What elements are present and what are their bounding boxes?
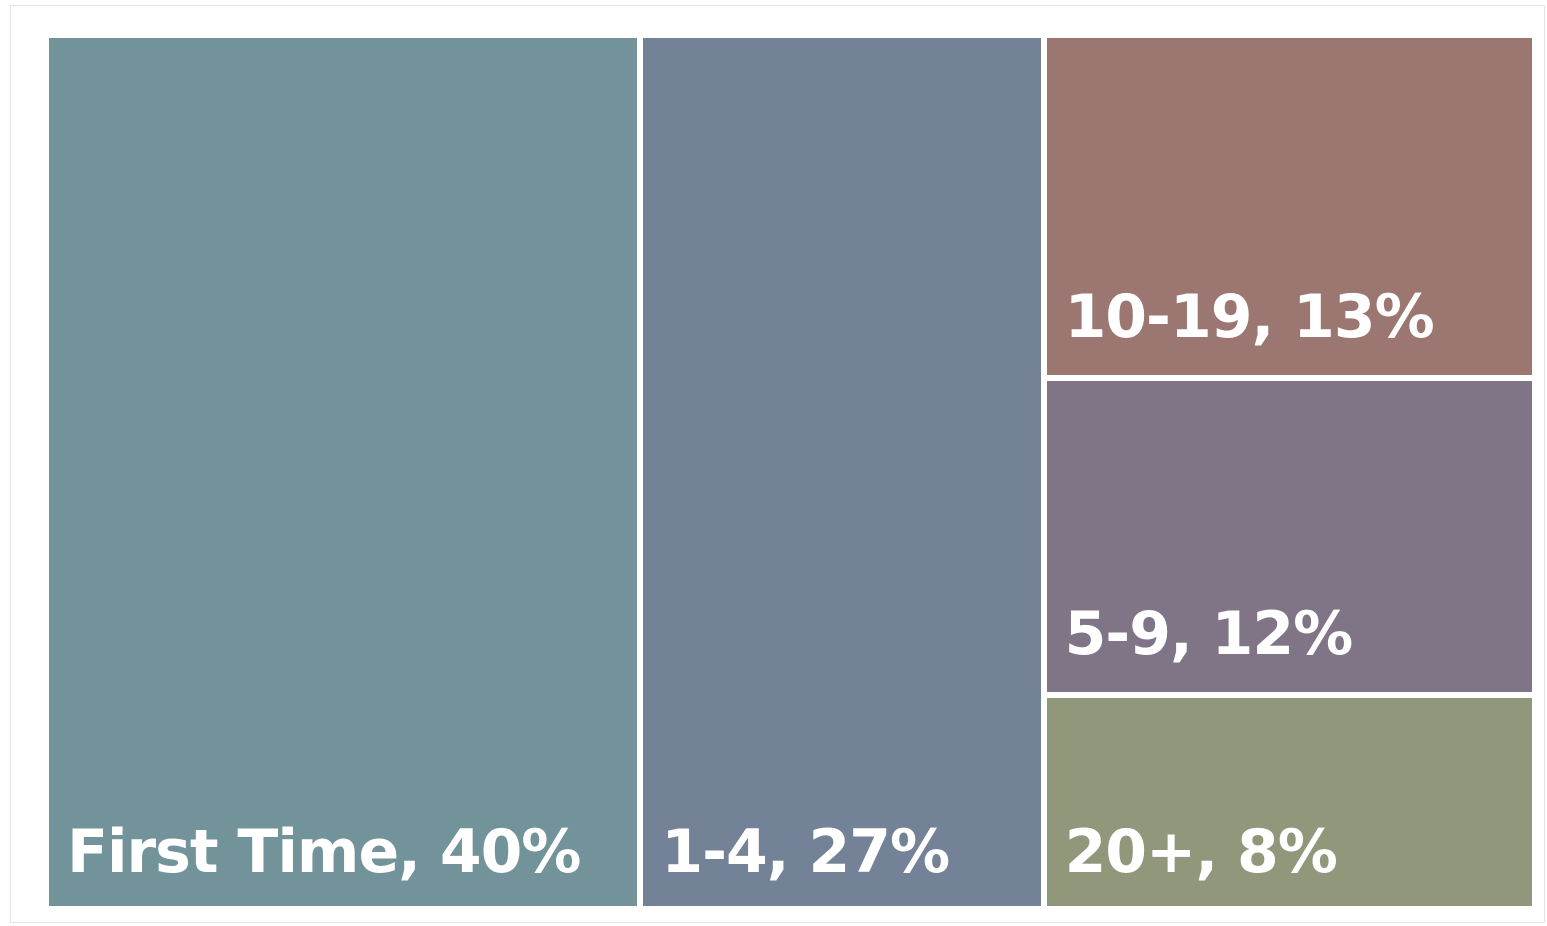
tile-label-5-9: 5-9, 12%: [1064, 599, 1354, 670]
tile-5-9: 5-9, 12%: [1046, 381, 1532, 693]
tile-label-1-4: 1-4, 27%: [661, 817, 950, 887]
tile-label-10-19: 10-19, 13%: [1064, 282, 1435, 353]
tile-10-19: 10-19, 13%: [1046, 38, 1532, 376]
tile-label-first-time: First Time, 40%: [67, 817, 581, 887]
tile-1-4: 1-4, 27%: [643, 38, 1041, 906]
treemap-chart: First Time, 40% 1-4, 27% 10-19, 13% 5-9,…: [49, 38, 1532, 906]
tile-first-time: First Time, 40%: [49, 38, 638, 906]
tile-20-plus: 20+, 8%: [1046, 698, 1532, 906]
chart-frame: First Time, 40% 1-4, 27% 10-19, 13% 5-9,…: [10, 5, 1545, 923]
tile-label-20-plus: 20+, 8%: [1064, 816, 1338, 887]
